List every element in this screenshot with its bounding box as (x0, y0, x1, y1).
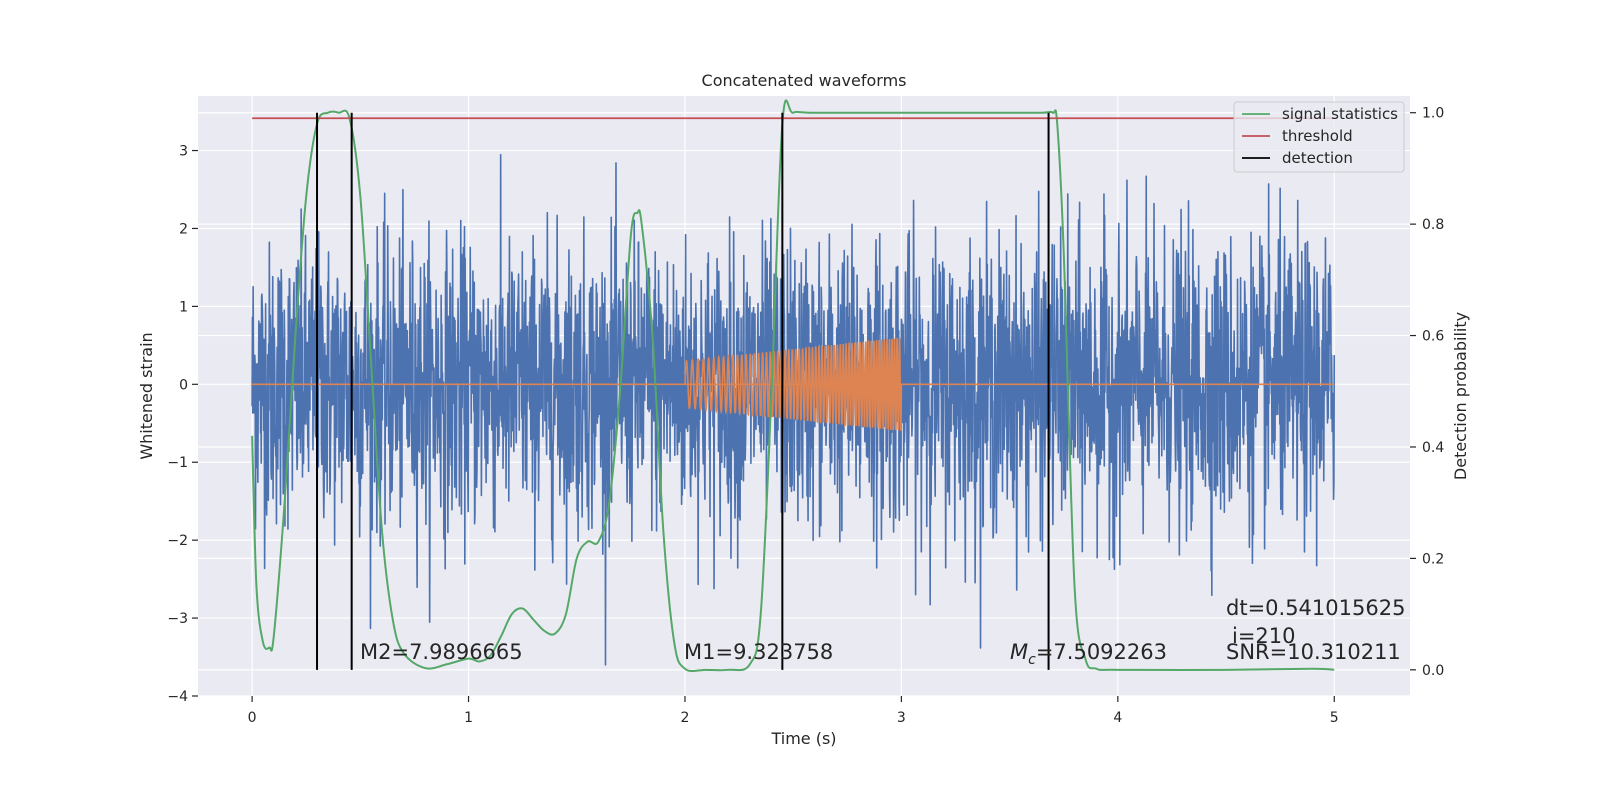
series-signal-statistics (251, 99, 1335, 673)
x-tick-label: 0 (248, 710, 257, 726)
legend: signal statistics threshold detection (1233, 101, 1405, 173)
legend-box (1233, 101, 1405, 173)
x-tick-label: 4 (1113, 710, 1122, 726)
annotation-m1: M1=9.323758 (684, 640, 833, 664)
x-tick-label: 1 (464, 710, 473, 726)
series-strain (251, 153, 1336, 666)
x-tick-label: 2 (681, 710, 690, 726)
annotation-mc-value: =7.5092263 (1036, 640, 1167, 664)
y-tick-label: 3 (179, 144, 188, 160)
y-tick-label: 0 (179, 377, 188, 393)
legend-label-detection: detection (1282, 149, 1353, 167)
axes: 0 1 2 3 4 5 −4 −3 −2 −1 0 1 2 3 0.0 0.2 0.4 0.6 0.8 1.0 (167, 106, 1444, 726)
y-tick-label: −4 (167, 689, 188, 705)
annotation-m2: M2=7.9896665 (360, 640, 523, 664)
y-tick-label-right: 0.2 (1422, 551, 1444, 567)
annotation-mc: Mc=7.5092263 (1010, 640, 1167, 668)
x-axis-label: Time (s) (770, 729, 836, 748)
y-tick-label: −3 (167, 611, 188, 627)
x-tick-label: 5 (1330, 710, 1339, 726)
x-tick-label: 3 (897, 710, 906, 726)
chart-title: Concatenated waveforms (702, 71, 907, 90)
annotation-mc-subscript: c (1028, 652, 1036, 668)
y-tick-label: −1 (167, 455, 188, 471)
signal-statistics-line (251, 99, 1335, 673)
y-tick-label-right: 0.0 (1422, 663, 1444, 679)
series-template-chirp (252, 337, 1335, 431)
y-axis-label-left: Whitened strain (137, 332, 156, 459)
strain-line (251, 153, 1336, 666)
y-tick-label-right: 1.0 (1422, 106, 1444, 122)
legend-label-signal-statistics: signal statistics (1282, 105, 1398, 123)
y-tick-label-right: 0.8 (1422, 217, 1444, 233)
annotation-snr: SNR=10.310211 (1226, 640, 1401, 664)
y-axis-label-right: Detection probability (1451, 312, 1470, 480)
y-tick-label: 2 (179, 221, 188, 237)
y-tick-label: −2 (167, 533, 188, 549)
y-tick-label-right: 0.4 (1422, 440, 1444, 456)
y-tick-label: 1 (179, 299, 188, 315)
legend-label-threshold: threshold (1282, 127, 1353, 145)
y-tick-label-right: 0.6 (1422, 329, 1444, 345)
template-chirp-line (684, 337, 903, 431)
annotation-dt: dt=0.541015625 (1226, 596, 1405, 620)
annotation-mc-symbol: M (1010, 640, 1028, 664)
detection-lines (316, 112, 1050, 670)
annotation-i: i=210 (1232, 624, 1296, 648)
